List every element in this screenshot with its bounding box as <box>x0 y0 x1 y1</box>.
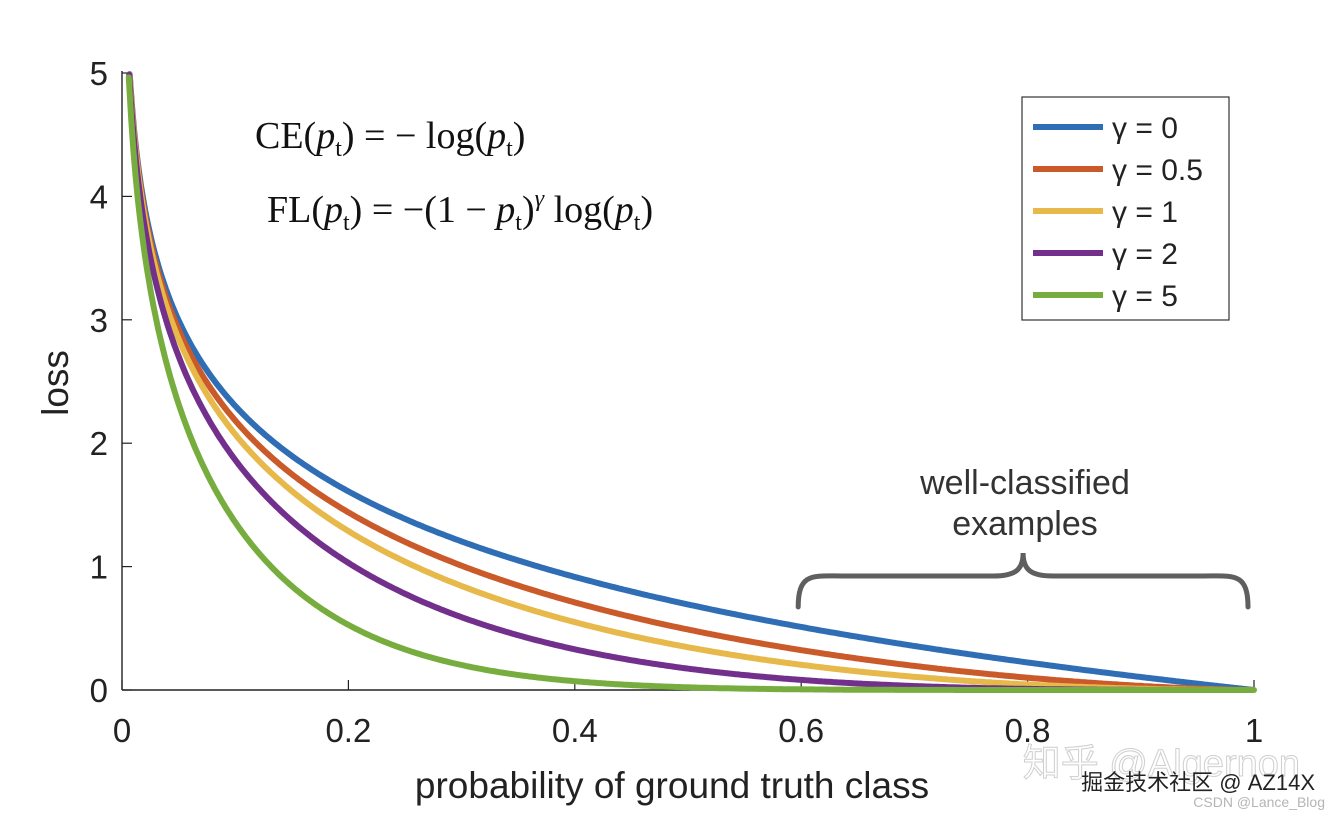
fl-part: t <box>343 210 350 236</box>
axes: 0 0.2 0.4 0.6 0.8 1 0 1 2 3 4 5 <box>90 55 1264 749</box>
legend-items: γ = 0 γ = 0.5 γ = 1 γ = 2 γ = 5 <box>1033 112 1203 313</box>
legend-label: γ = 2 <box>1112 238 1178 271</box>
fl-part: t <box>634 210 641 236</box>
x-tick-label: 0.2 <box>325 712 371 749</box>
x-tick-label: 0 <box>113 712 131 749</box>
series-line-γ = 1 <box>126 71 1256 693</box>
y-tick-label: 3 <box>90 302 108 339</box>
ce-part: ) = − log( <box>342 115 487 157</box>
annotation-brace <box>795 552 1251 610</box>
annotation-line-2: examples <box>952 505 1098 543</box>
legend-label: γ = 5 <box>1112 280 1178 313</box>
fl-part: p <box>321 189 343 231</box>
series-lines <box>125 71 1257 693</box>
ce-part: p <box>313 115 335 157</box>
annotation-line-1: well-classified <box>919 464 1130 502</box>
fl-part: p <box>493 189 515 231</box>
ce-formula: CE(pt) = − log(pt) <box>255 115 525 162</box>
fl-formula: FL(pt) = −(1 − pt)γ log(pt) <box>267 186 653 236</box>
series-line-γ = 0 <box>126 71 1256 693</box>
ce-part: p <box>484 115 506 157</box>
fl-part: ) <box>640 189 653 231</box>
x-tick-label: 0.8 <box>1005 712 1051 749</box>
ce-part: ) <box>513 115 526 157</box>
x-tick-label: 0.4 <box>552 712 598 749</box>
y-tick-label: 5 <box>90 55 108 92</box>
y-tick-label: 4 <box>90 178 108 215</box>
fl-part: ) <box>522 189 535 231</box>
y-tick-label: 0 <box>90 672 108 709</box>
watermark-juejin: 掘金技术社区 @ AZ14X <box>1081 770 1315 795</box>
y-axis-label: loss <box>35 350 76 416</box>
legend-label: γ = 0 <box>1112 112 1178 145</box>
legend: γ = 0 γ = 0.5 γ = 1 γ = 2 γ = 5 <box>1021 96 1230 321</box>
fl-part: p <box>612 189 634 231</box>
fl-part: log( <box>544 189 615 231</box>
x-tick-label: 0.6 <box>778 712 824 749</box>
fl-part: FL( <box>267 189 324 231</box>
ce-part: t <box>335 136 342 162</box>
watermark-zhihu: 知乎 @Algernon <box>1023 743 1300 785</box>
y-tick-label: 1 <box>90 549 108 586</box>
watermark-csdn: CSDN @Lance_Blog <box>1193 794 1325 810</box>
fl-part: ) = −(1 − <box>350 189 497 231</box>
legend-label: γ = 1 <box>1112 196 1178 229</box>
fl-part: γ <box>535 186 545 212</box>
fl-part: t <box>515 210 522 236</box>
y-tick-label: 2 <box>90 425 108 462</box>
x-axis-label: probability of ground truth class <box>415 765 929 806</box>
series-line-γ = 0.5 <box>126 73 1256 693</box>
ce-part: CE( <box>255 115 316 157</box>
ce-part: t <box>506 136 513 162</box>
series-line-γ = 5 <box>125 74 1257 693</box>
curly-brace <box>795 552 1251 610</box>
legend-label: γ = 0.5 <box>1112 154 1203 187</box>
x-tick-label: 1 <box>1245 712 1263 749</box>
